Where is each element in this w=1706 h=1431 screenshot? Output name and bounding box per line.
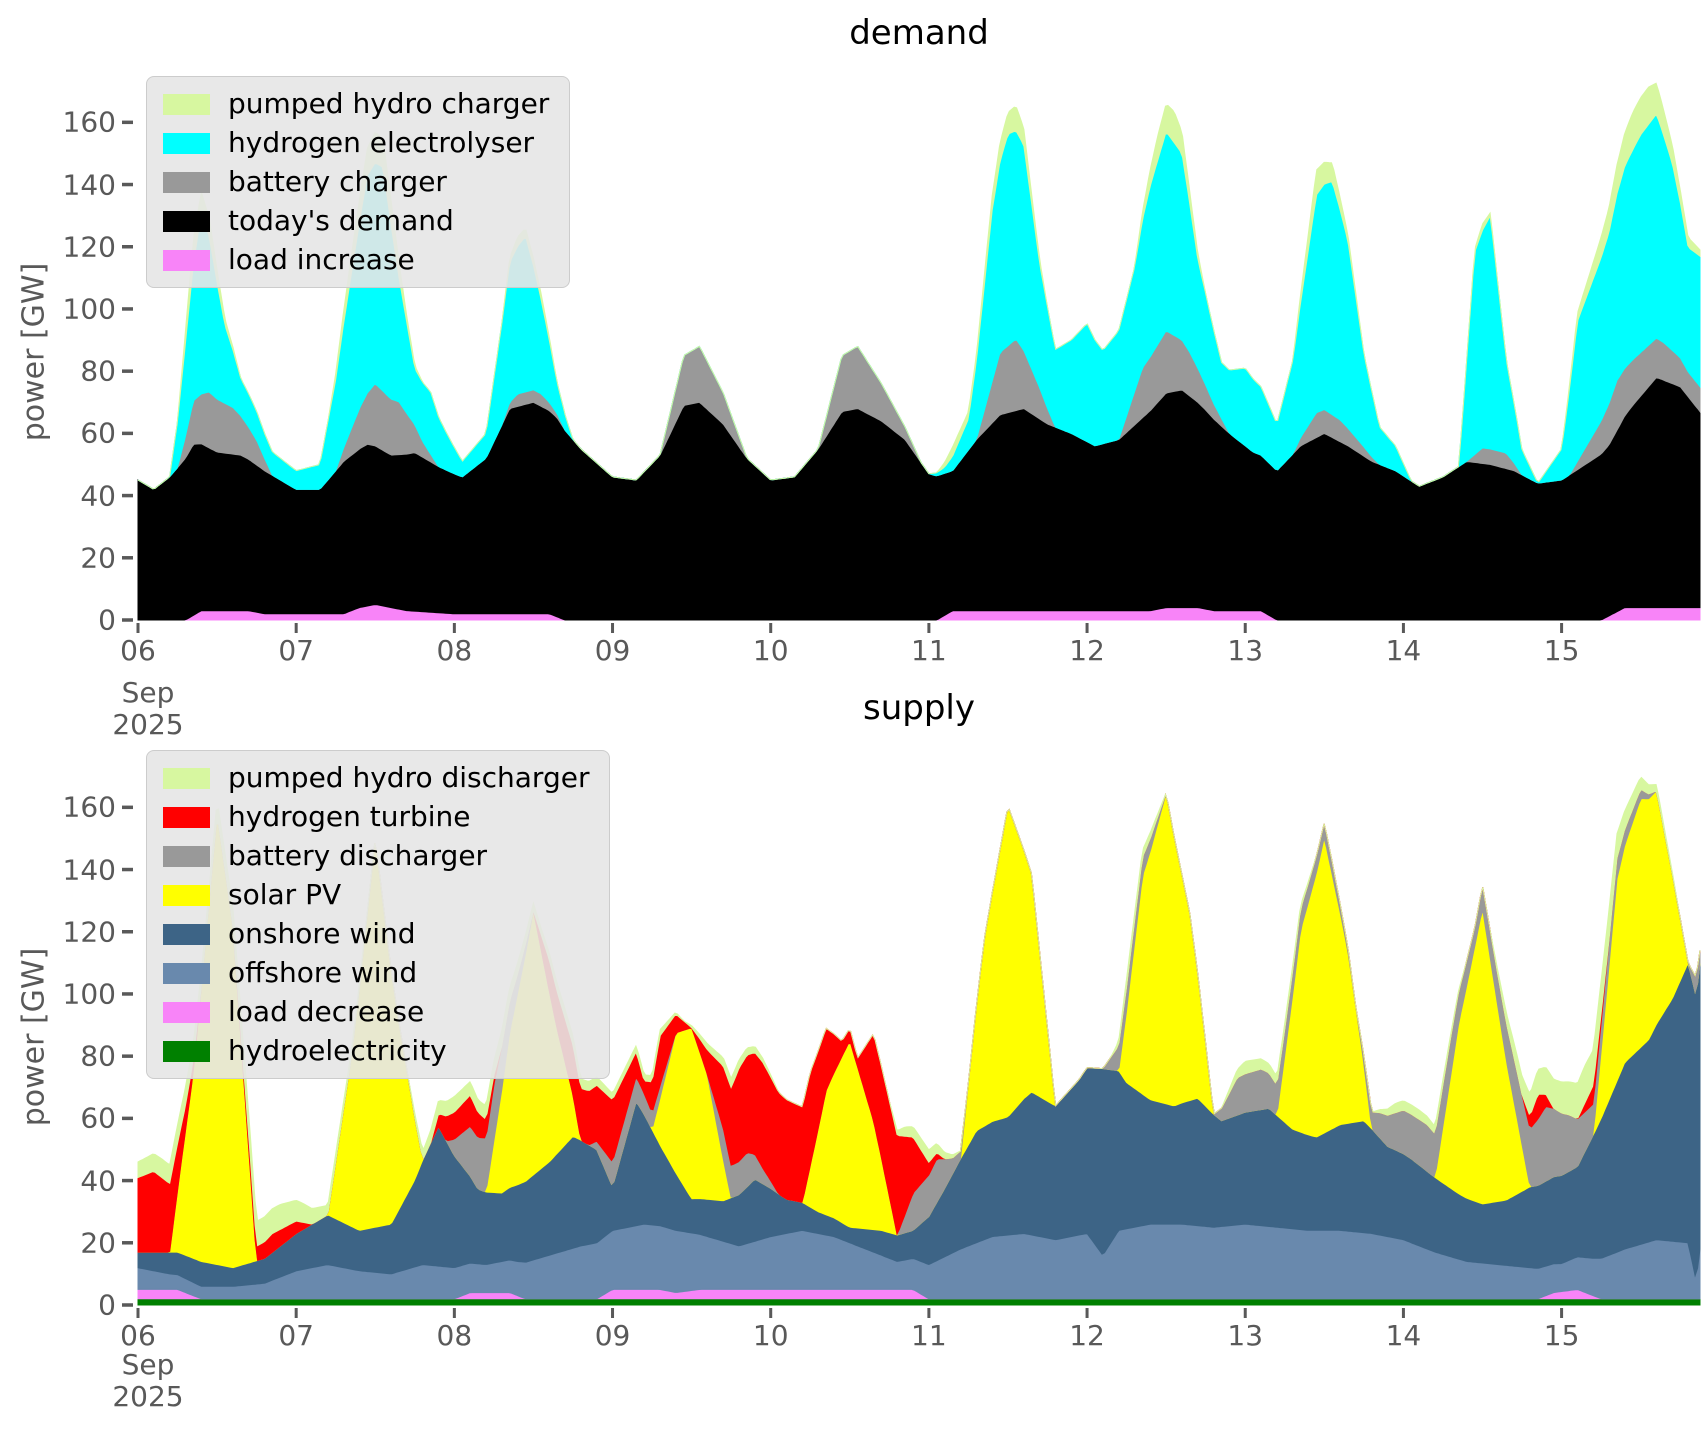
y-tick-label: 80 [80,354,116,388]
legend-label: load increase [228,243,415,276]
x-tick-label: 08 [436,1319,473,1352]
y-tick-label: 0 [98,603,116,637]
x-tick-label: 06 [120,1319,156,1352]
legend-swatch-solar-pv [163,884,210,906]
y-tick-label: 60 [80,416,116,450]
x-tick-label: 13 [1227,634,1264,667]
legend-label: battery discharger [228,839,488,872]
y-tick-label: 120 [62,230,116,264]
legend-label: hydroelectricity [228,1034,447,1067]
legend-item-onshore-wind: onshore wind [163,919,589,949]
legend-label: solar PV [228,878,342,911]
legend-label: today's demand [228,204,454,237]
demand-chart-title: demand [849,13,989,53]
x-tick-label: 15 [1543,634,1580,667]
x-tick-label: 12 [1069,1319,1105,1352]
legend-swatch-battery-charger [163,171,210,193]
demand-y-axis-label: power [GW] [16,262,52,442]
legend-swatch-hydroelectricity [163,1040,210,1062]
legend-item-solar-pv: solar PV [163,880,589,910]
supply-y-axis-label: power [GW] [16,947,52,1127]
y-tick-label: 40 [80,1164,116,1198]
legend-label: offshore wind [228,956,418,989]
x-tick-label: 09 [594,1319,631,1352]
x-tick-label: 11 [911,1319,947,1352]
legend-swatch-load-decrease [163,1001,210,1023]
supply-legend: pumped hydro discharger hydrogen turbine b… [146,750,611,1079]
legend-swatch-today-s-demand [163,210,210,232]
y-tick-label: 40 [80,479,116,513]
legend-item-battery-discharger: battery discharger [163,841,589,871]
legend-swatch-pumped-hydro-discharger [163,767,210,789]
y-tick-label: 140 [62,853,116,887]
area-pumped-hydro-charger [137,82,1701,490]
legend-item-load-increase: load increase [163,245,549,275]
x-axis-month-year-label: Sep [121,1348,175,1381]
legend-label: hydrogen electrolyser [228,126,535,159]
demand-legend: pumped hydro charger hydrogen electrolyse… [146,76,571,288]
x-tick-label: 14 [1385,1319,1422,1352]
x-tick-label: 08 [436,634,473,667]
x-tick-label: 14 [1385,634,1422,667]
legend-label: pumped hydro discharger [228,761,590,794]
y-tick-label: 20 [80,541,116,575]
x-tick-label: 07 [278,634,314,667]
y-tick-label: 20 [80,1226,116,1260]
legend-swatch-offshore-wind [163,962,210,984]
x-axis-month-year-label: 2025 [112,708,184,741]
y-tick-label: 120 [62,915,116,949]
y-tick-label: 100 [62,292,116,326]
legend-swatch-hydrogen-electrolyser [163,132,210,154]
legend-item-hydrogen-electrolyser: hydrogen electrolyser [163,128,549,158]
y-tick-label: 100 [62,977,116,1011]
legend-item-offshore-wind: offshore wind [163,958,589,988]
legend-label: load decrease [228,995,425,1028]
y-tick-label: 140 [62,168,116,202]
legend-label: onshore wind [228,917,416,950]
y-tick-label: 0 [98,1288,116,1322]
legend-swatch-pumped-hydro-charger [163,93,210,115]
x-tick-label: 11 [911,634,947,667]
x-tick-label: 09 [594,634,631,667]
area-pumped-hydro-discharger [137,776,1701,1247]
y-tick-label: 60 [80,1101,116,1135]
y-tick-label: 80 [80,1039,116,1073]
x-tick-label: 07 [278,1319,314,1352]
x-axis-month-year-label: Sep [121,676,175,709]
legend-item-load-decrease: load decrease [163,997,589,1027]
x-tick-label: 06 [120,634,156,667]
x-tick-label: 12 [1069,634,1105,667]
legend-swatch-load-increase [163,249,210,271]
y-tick-label: 160 [62,105,116,139]
supply-chart-title: supply [863,688,975,728]
legend-item-today-s-demand: today's demand [163,206,549,236]
x-tick-label: 10 [752,634,789,667]
legend-swatch-battery-discharger [163,845,210,867]
legend-item-hydroelectricity: hydroelectricity [163,1036,589,1066]
legend-label: hydrogen turbine [228,800,471,833]
x-tick-label: 15 [1543,1319,1580,1352]
x-axis-month-year-label: 2025 [112,1380,184,1413]
y-tick-label: 160 [62,790,116,824]
x-tick-label: 13 [1227,1319,1264,1352]
legend-item-hydrogen-turbine: hydrogen turbine [163,802,589,832]
legend-swatch-hydrogen-turbine [163,806,210,828]
legend-label: pumped hydro charger [228,87,550,120]
x-tick-label: 10 [752,1319,789,1352]
area-hydroelectricity [137,1298,1701,1306]
legend-item-pumped-hydro-discharger: pumped hydro discharger [163,763,589,793]
legend-label: battery charger [228,165,447,198]
legend-item-pumped-hydro-charger: pumped hydro charger [163,89,549,119]
legend-swatch-onshore-wind [163,923,210,945]
legend-item-battery-charger: battery charger [163,167,549,197]
